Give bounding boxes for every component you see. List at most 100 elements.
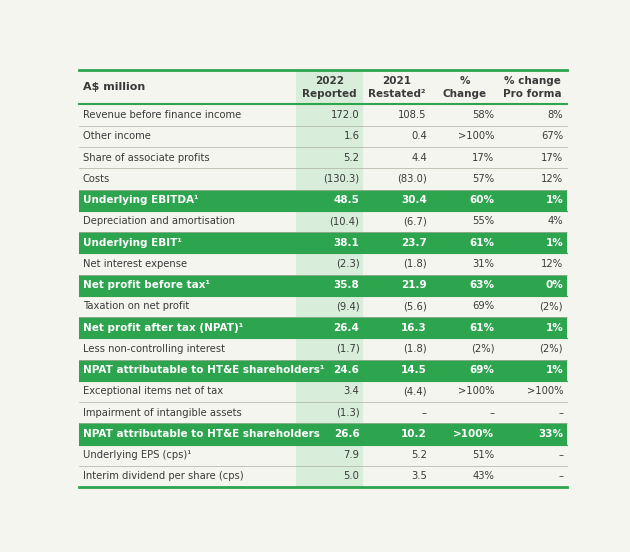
Bar — [296, 444, 364, 466]
Text: (1.8): (1.8) — [403, 259, 427, 269]
Text: 12%: 12% — [541, 259, 563, 269]
Text: >100%: >100% — [453, 429, 495, 439]
Bar — [431, 147, 498, 168]
Text: 63%: 63% — [469, 280, 495, 290]
Bar — [364, 338, 431, 359]
Bar — [431, 126, 498, 147]
Text: (4.4): (4.4) — [403, 386, 427, 396]
Text: 3.5: 3.5 — [411, 471, 427, 481]
Text: >100%: >100% — [458, 386, 495, 396]
Bar — [296, 189, 364, 211]
Bar — [431, 338, 498, 359]
Text: 48.5: 48.5 — [334, 195, 360, 205]
Bar — [296, 466, 364, 487]
Text: >100%: >100% — [458, 131, 495, 141]
Bar — [431, 317, 498, 338]
Text: (130.3): (130.3) — [323, 174, 360, 184]
Bar — [296, 359, 364, 381]
Bar — [364, 296, 431, 317]
Text: 23.7: 23.7 — [401, 237, 427, 248]
Bar — [498, 359, 567, 381]
Bar — [364, 253, 431, 274]
Bar — [79, 104, 296, 126]
Bar — [296, 423, 364, 444]
Bar — [79, 211, 296, 232]
Bar — [296, 71, 364, 104]
Bar — [79, 168, 296, 189]
Text: 24.6: 24.6 — [334, 365, 360, 375]
Bar — [498, 402, 567, 423]
Text: (2%): (2%) — [471, 344, 495, 354]
Bar — [498, 296, 567, 317]
Text: A$ million: A$ million — [83, 82, 145, 93]
Bar — [498, 466, 567, 487]
Bar — [296, 381, 364, 402]
Text: (1.7): (1.7) — [336, 344, 360, 354]
Text: –: – — [422, 407, 427, 418]
Text: (1.8): (1.8) — [403, 344, 427, 354]
Text: >100%: >100% — [527, 386, 563, 396]
Bar — [431, 444, 498, 466]
Text: (83.0): (83.0) — [397, 174, 427, 184]
Text: –: – — [490, 407, 495, 418]
Text: 26.4: 26.4 — [334, 322, 360, 333]
Text: Interim dividend per share (cps): Interim dividend per share (cps) — [83, 471, 243, 481]
Bar — [79, 317, 296, 338]
Text: 7.9: 7.9 — [343, 450, 360, 460]
Bar — [364, 104, 431, 126]
Text: Net interest expense: Net interest expense — [83, 259, 186, 269]
Text: 2022
Reported: 2022 Reported — [302, 76, 357, 99]
Text: 1%: 1% — [546, 322, 563, 333]
Text: –: – — [558, 407, 563, 418]
Text: (9.4): (9.4) — [336, 301, 360, 311]
Text: 8%: 8% — [547, 110, 563, 120]
Bar — [431, 402, 498, 423]
Text: (5.6): (5.6) — [403, 301, 427, 311]
Text: 4.4: 4.4 — [411, 152, 427, 163]
Text: 60%: 60% — [469, 195, 495, 205]
Text: (10.4): (10.4) — [329, 216, 360, 226]
Text: 69%: 69% — [469, 365, 495, 375]
Bar — [296, 126, 364, 147]
Bar — [296, 211, 364, 232]
Bar — [79, 274, 296, 296]
Bar — [364, 444, 431, 466]
Text: 51%: 51% — [472, 450, 495, 460]
Bar — [431, 71, 498, 104]
Bar — [364, 211, 431, 232]
Text: 30.4: 30.4 — [401, 195, 427, 205]
Text: Revenue before finance income: Revenue before finance income — [83, 110, 241, 120]
Bar — [296, 253, 364, 274]
Bar — [364, 402, 431, 423]
Text: 0%: 0% — [546, 280, 563, 290]
Text: Underlying EBIT¹: Underlying EBIT¹ — [83, 237, 181, 248]
Bar — [364, 466, 431, 487]
Bar — [498, 126, 567, 147]
Text: NPAT attributable to HT&E shareholders: NPAT attributable to HT&E shareholders — [83, 429, 319, 439]
Bar — [364, 317, 431, 338]
Text: 43%: 43% — [472, 471, 495, 481]
Text: (2%): (2%) — [539, 301, 563, 311]
Bar — [498, 274, 567, 296]
Bar — [79, 189, 296, 211]
Bar — [364, 126, 431, 147]
Bar — [296, 147, 364, 168]
Bar — [431, 168, 498, 189]
Text: (1.3): (1.3) — [336, 407, 360, 418]
Bar — [431, 423, 498, 444]
Bar — [498, 147, 567, 168]
Bar — [431, 232, 498, 253]
Bar — [79, 466, 296, 487]
Text: 5.2: 5.2 — [411, 450, 427, 460]
Bar — [79, 338, 296, 359]
Text: 57%: 57% — [472, 174, 495, 184]
Bar — [498, 381, 567, 402]
Text: 1%: 1% — [546, 195, 563, 205]
Text: Depreciation and amortisation: Depreciation and amortisation — [83, 216, 234, 226]
Text: 17%: 17% — [472, 152, 495, 163]
Text: 33%: 33% — [538, 429, 563, 439]
Bar — [498, 211, 567, 232]
Bar — [498, 168, 567, 189]
Bar — [431, 381, 498, 402]
Bar — [296, 168, 364, 189]
